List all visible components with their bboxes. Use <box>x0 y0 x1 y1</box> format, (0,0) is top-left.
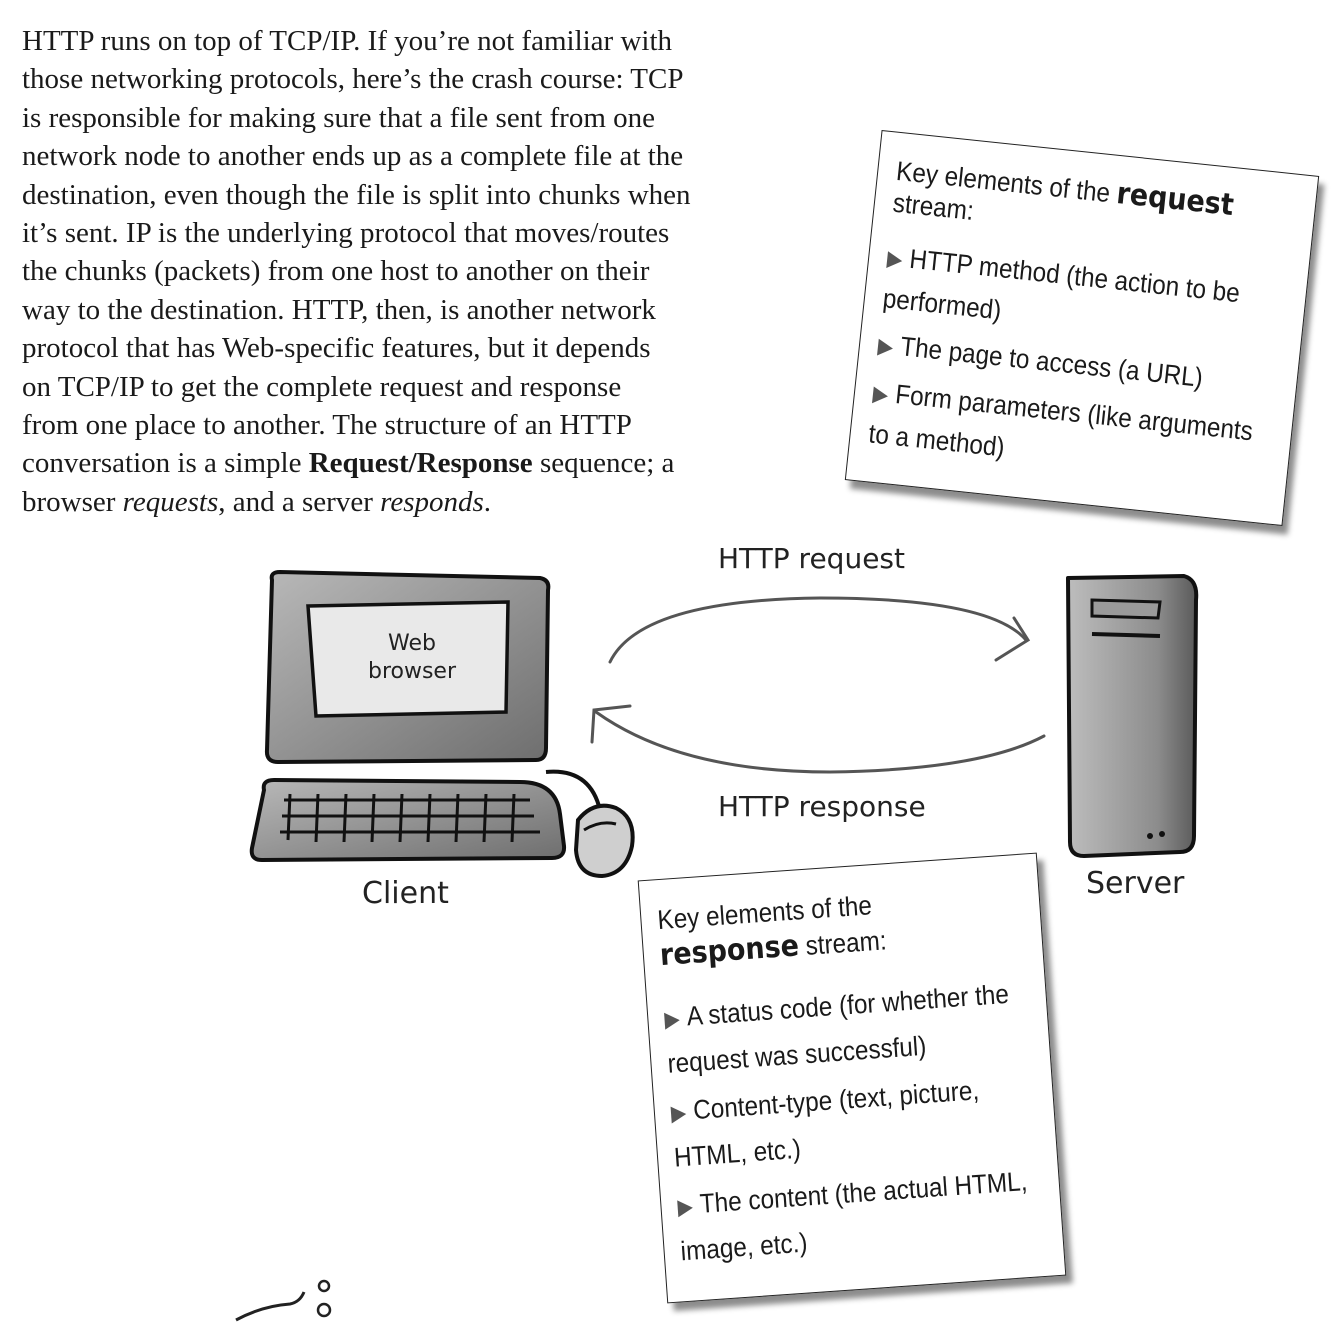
triangle-bullet-icon: ▶ <box>670 1099 688 1126</box>
intro-text: . <box>483 485 492 518</box>
triangle-bullet-icon: ▶ <box>663 1005 681 1032</box>
intro-line: protocol that has Web-specific features,… <box>22 332 651 365</box>
card-title-keyword: request <box>1114 175 1236 224</box>
client-label: Client <box>362 876 449 911</box>
card-title-text: stream: <box>891 187 976 226</box>
request-response-emphasis: Request/Response <box>308 447 533 480</box>
doodle-icon <box>235 1279 332 1322</box>
intro-line: from one place to another. The structure… <box>22 409 632 442</box>
card-title-text: stream: <box>797 925 888 962</box>
screen-text: Web browser <box>367 631 457 684</box>
intro-line: the chunks (packets) from one host to an… <box>22 255 650 288</box>
intro-line: conversation is a simple Request/Respons… <box>22 444 852 482</box>
intro-text: sequence; a <box>532 447 675 480</box>
requests-emphasis: requests <box>122 485 219 518</box>
intro-line: way to the destination. HTTP, then, is a… <box>22 293 656 326</box>
server-label: Server <box>1086 866 1185 901</box>
intro-text: conversation is a simple <box>22 447 309 480</box>
triangle-bullet-icon: ▶ <box>885 245 904 272</box>
list-item-text: The content (the actual HTML, image, etc… <box>679 1166 1029 1267</box>
request-elements-card: Key elements of the request stream: ▶ HTT… <box>844 129 1320 527</box>
intro-line: on TCP/IP to get the complete request an… <box>22 370 622 403</box>
list-item-text: A status code (for whether the request w… <box>666 978 1010 1079</box>
intro-line: destination, even though the file is spl… <box>22 178 691 211</box>
intro-line: HTTP runs on top of TCP/IP. If you’re no… <box>22 25 673 57</box>
intro-line: it’s sent. IP is the underlying protocol… <box>22 217 670 250</box>
http-response-label: HTTP response <box>718 790 926 823</box>
intro-line: those networking protocols, here’s the c… <box>22 63 684 96</box>
response-arrow-icon <box>590 704 1046 774</box>
desktop-computer-icon <box>249 570 635 879</box>
intro-text: , and a server <box>218 485 381 518</box>
intro-line: network node to another ends up as a com… <box>22 140 684 173</box>
keyboard-keys-icon <box>280 793 540 843</box>
triangle-bullet-icon: ▶ <box>876 332 895 360</box>
mouse-icon <box>573 803 635 879</box>
server-tower-icon <box>1066 574 1199 858</box>
list-item-text: HTTP method (the action to be performed) <box>881 243 1242 326</box>
list-item-text: Content-type (text, picture, HTML, etc.) <box>673 1075 980 1173</box>
card-title: Key elements of the response stream: <box>656 877 1026 974</box>
intro-line: is responsible for making sure that a fi… <box>22 101 656 134</box>
triangle-bullet-icon: ▶ <box>676 1193 694 1220</box>
intro-line: browser requests, and a server responds. <box>22 483 852 521</box>
http-request-label: HTTP request <box>718 542 905 575</box>
responds-emphasis: responds <box>380 485 484 518</box>
intro-text: browser <box>22 485 123 518</box>
triangle-bullet-icon: ▶ <box>871 380 890 408</box>
card-title-keyword: response <box>658 928 801 974</box>
request-arrow-icon <box>608 596 1031 664</box>
intro-paragraph: HTTP runs on top of TCP/IP. If you’re no… <box>22 22 852 521</box>
response-elements-card: Key elements of the response stream: ▶ A … <box>637 852 1067 1304</box>
